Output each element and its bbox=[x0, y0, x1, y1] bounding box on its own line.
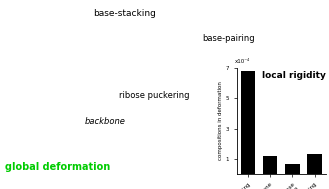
Bar bbox=[285, 164, 300, 174]
Text: ribose puckering: ribose puckering bbox=[119, 91, 190, 100]
Y-axis label: compositions in deformation: compositions in deformation bbox=[218, 81, 223, 160]
Bar bbox=[263, 156, 277, 174]
Text: global deformation: global deformation bbox=[5, 162, 110, 172]
Bar bbox=[307, 154, 322, 174]
Text: x10⁻⁴: x10⁻⁴ bbox=[235, 59, 250, 64]
Text: local rigidity: local rigidity bbox=[262, 71, 326, 80]
Bar bbox=[241, 71, 255, 174]
Text: base-stacking: base-stacking bbox=[93, 9, 157, 19]
Text: backbone: backbone bbox=[85, 117, 126, 126]
Text: base-pairing: base-pairing bbox=[202, 34, 255, 43]
